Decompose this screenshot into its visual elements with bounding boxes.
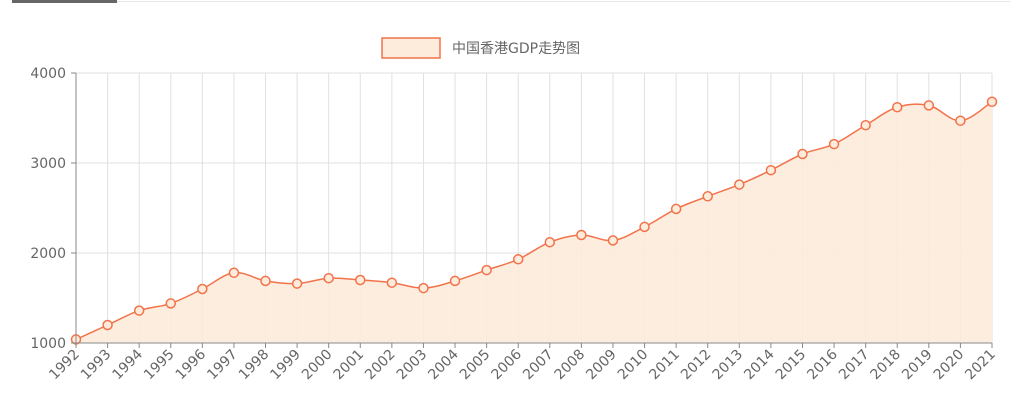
data-point-2006[interactable] — [512, 254, 524, 265]
x-tick-label: 2003 — [394, 347, 431, 384]
y-tick-label: 4000 — [30, 66, 66, 82]
legend[interactable]: 中国香港GDP走势图 — [381, 37, 580, 59]
x-tick-label: 2001 — [331, 347, 368, 384]
y-tick-label: 2000 — [30, 246, 66, 262]
data-point-2010[interactable] — [639, 221, 650, 233]
data-point-1996[interactable] — [197, 283, 208, 295]
data-points — [70, 96, 998, 345]
data-point-2001[interactable] — [355, 274, 366, 286]
data-point-2021[interactable] — [986, 96, 998, 108]
x-tick-label: 2014 — [741, 346, 778, 383]
data-point-2009[interactable] — [607, 235, 619, 246]
data-point-2007[interactable] — [544, 236, 556, 248]
x-tick-label: 1999 — [267, 347, 304, 384]
data-point-2011[interactable] — [670, 203, 682, 215]
data-point-1993[interactable] — [102, 319, 113, 331]
x-tick-label: 2007 — [520, 347, 557, 384]
data-point-2014[interactable] — [765, 164, 777, 176]
tab-bar-divider — [117, 1, 1010, 2]
x-tick-label: 2000 — [299, 347, 336, 384]
data-point-2019[interactable] — [923, 100, 935, 111]
top-tab-bar — [0, 0, 1022, 4]
legend-label[interactable]: 中国香港GDP走势图 — [452, 41, 580, 57]
x-tick-label: 1995 — [141, 347, 178, 384]
x-tick-label: 2002 — [362, 347, 399, 384]
x-tick-label: 1994 — [109, 346, 146, 383]
data-point-2020[interactable] — [955, 115, 966, 126]
data-point-2005[interactable] — [481, 264, 492, 276]
x-tick-label: 2016 — [804, 346, 841, 383]
series-area-fill — [76, 101, 992, 343]
data-point-2012[interactable] — [702, 191, 713, 202]
x-tick-label: 2017 — [836, 347, 873, 384]
data-point-2002[interactable] — [386, 277, 398, 288]
data-point-2013[interactable] — [734, 179, 745, 190]
x-tick-label: 2004 — [425, 346, 462, 383]
data-point-1994[interactable] — [133, 305, 145, 316]
x-tick-label: 2010 — [615, 347, 652, 384]
legend-swatch[interactable] — [381, 37, 441, 59]
x-tick-label: 1996 — [173, 346, 210, 383]
x-tick-label: 1998 — [236, 347, 273, 384]
x-tick-label: 1997 — [204, 347, 241, 384]
data-point-1999[interactable] — [291, 278, 303, 289]
x-tick-label: 2013 — [710, 347, 747, 384]
x-tick-label: 1993 — [78, 347, 115, 384]
x-tick-label: 2011 — [646, 347, 683, 384]
x-tick-label: 2018 — [868, 347, 905, 384]
x-tick-label: 2021 — [962, 347, 999, 384]
data-point-2018[interactable] — [891, 101, 903, 113]
y-tick-label: 1000 — [30, 336, 66, 352]
x-tick-label: 2006 — [489, 346, 526, 383]
data-point-2004[interactable] — [449, 275, 461, 287]
x-tick-label: 2009 — [583, 347, 620, 384]
data-point-2003[interactable] — [418, 282, 429, 294]
x-tick-label: 2019 — [899, 347, 936, 384]
active-tab-indicator[interactable] — [12, 0, 117, 3]
x-tick-label: 2020 — [931, 347, 968, 384]
y-tick-label: 3000 — [30, 156, 66, 172]
data-point-1998[interactable] — [260, 275, 271, 287]
x-tick-label: 2015 — [773, 347, 810, 384]
x-tick-label: 2012 — [678, 347, 715, 384]
data-point-1997[interactable] — [228, 267, 240, 279]
data-point-2015[interactable] — [797, 148, 808, 160]
data-point-2016[interactable] — [828, 138, 840, 150]
data-point-1995[interactable] — [165, 298, 177, 309]
data-point-2000[interactable] — [323, 272, 334, 284]
data-point-2008[interactable] — [576, 229, 587, 241]
data-point-2017[interactable] — [860, 119, 871, 131]
x-tick-label: 2005 — [457, 347, 494, 384]
x-tick-label: 2008 — [552, 347, 589, 384]
